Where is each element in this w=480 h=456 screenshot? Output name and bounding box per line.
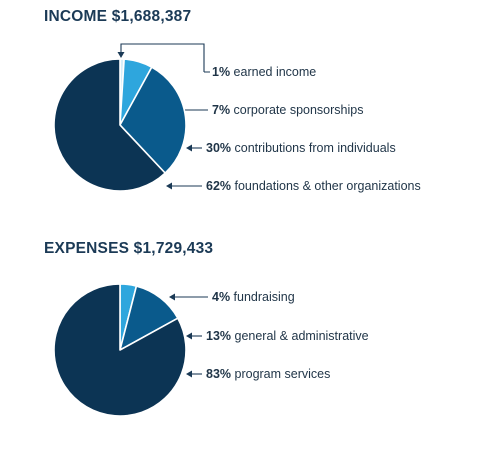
slice-name-1-1: general & administrative — [231, 329, 369, 343]
leader-arrow-1-1 — [186, 332, 192, 340]
slice-label-0-0: 1% earned income — [212, 65, 316, 79]
slice-pct-1-0: 4% — [212, 290, 230, 304]
slice-pct-0-0: 1% — [212, 65, 230, 79]
slice-pct-1-1: 13% — [206, 329, 231, 343]
slice-pct-0-2: 30% — [206, 141, 231, 155]
leader-arrow-1-0 — [169, 293, 175, 301]
pie-slice-0-3 — [53, 58, 166, 192]
leader-arrow-0-0 — [117, 52, 125, 58]
slice-name-1-0: fundraising — [230, 290, 295, 304]
pie-slice-0-2 — [119, 66, 187, 174]
slice-pct-0-1: 7% — [212, 103, 230, 117]
leader-arrow-0-2 — [186, 144, 192, 152]
income-title: INCOME $1,688,387 — [44, 8, 192, 25]
slice-label-0-2: 30% contributions from individuals — [206, 141, 396, 155]
pie-slice-1-2 — [53, 283, 187, 417]
expenses-title: EXPENSES $1,729,433 — [44, 240, 214, 257]
leader-arrow-1-2 — [186, 370, 192, 378]
slice-label-0-3: 62% foundations & other organizations — [206, 179, 421, 193]
slice-label-0-1: 7% corporate sponsorships — [212, 103, 363, 117]
leader-arrow-0-3 — [166, 182, 172, 190]
slice-name-0-1: corporate sponsorships — [230, 103, 363, 117]
slice-name-1-2: program services — [231, 367, 330, 381]
slice-pct-1-2: 83% — [206, 367, 231, 381]
leader-line-0-0 — [120, 43, 210, 73]
slice-label-1-0: 4% fundraising — [212, 290, 295, 304]
slice-pct-0-3: 62% — [206, 179, 231, 193]
slice-label-1-2: 83% program services — [206, 367, 330, 381]
slice-name-0-3: foundations & other organizations — [231, 179, 421, 193]
slice-label-1-1: 13% general & administrative — [206, 329, 369, 343]
slice-name-0-0: earned income — [230, 65, 316, 79]
slice-name-0-2: contributions from individuals — [231, 141, 396, 155]
